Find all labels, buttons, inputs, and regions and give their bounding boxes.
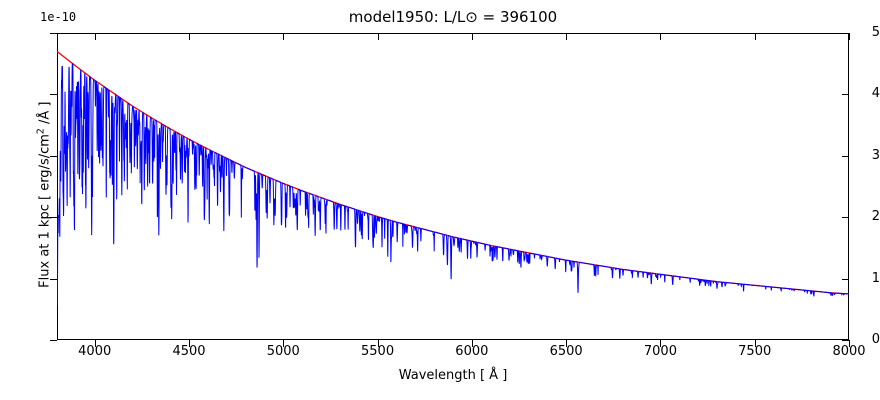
y-tick-mark [842, 278, 849, 280]
y-tick-mark [50, 217, 57, 219]
x-tick-mark [754, 33, 756, 40]
x-tick-mark [660, 33, 662, 40]
y-tick-mark [842, 217, 849, 219]
y-tick-label: 4 [871, 86, 880, 102]
y-tick-mark [842, 155, 849, 157]
y-tick-label: 5 [871, 25, 880, 40]
plot-lines [57, 50, 849, 306]
axes-frame [57, 33, 849, 340]
y-axis-label-exponent: 2 [35, 128, 47, 135]
x-tick-label: 7500 [738, 344, 772, 359]
x-tick-label: 5000 [266, 344, 300, 359]
y-tick-label: 1 [871, 270, 880, 286]
y-axis-offset-text: 1e-10 [40, 10, 77, 24]
y-tick-mark [842, 94, 849, 96]
y-axis-label-prefix: Flux at 1 kpc [ erg/s/cm [37, 134, 53, 288]
x-tick-mark [94, 340, 96, 347]
x-tick-mark [377, 340, 379, 347]
y-tick-label: 0 [871, 332, 880, 347]
x-tick-label: 5500 [361, 344, 395, 359]
spectrum-line [57, 62, 849, 306]
x-tick-mark [377, 33, 379, 40]
x-tick-mark [471, 33, 473, 40]
x-tick-mark [94, 33, 96, 40]
x-axis-label: Wavelength [ Å ] [398, 368, 508, 383]
plot-title: model1950: L/L⊙ = 396100 [348, 8, 558, 26]
y-tick-mark [50, 340, 57, 341]
x-tick-label: 4500 [172, 344, 206, 359]
y-tick-mark [50, 278, 57, 280]
y-tick-mark [50, 155, 57, 157]
x-tick-mark [849, 340, 850, 347]
x-tick-mark [471, 340, 473, 347]
x-tick-label: 4000 [78, 344, 112, 359]
x-tick-mark [566, 340, 568, 347]
x-tick-mark [849, 33, 850, 40]
x-tick-mark [566, 33, 568, 40]
x-tick-label: 8000 [832, 344, 866, 359]
continuum-line [57, 50, 849, 295]
y-tick-mark [50, 94, 57, 96]
y-tick-mark [842, 33, 849, 34]
y-tick-mark [50, 33, 57, 34]
y-tick-label: 2 [871, 209, 880, 225]
y-tick-mark [842, 340, 849, 341]
x-tick-mark [283, 33, 285, 40]
x-tick-mark [754, 340, 756, 347]
x-tick-mark [660, 340, 662, 347]
x-tick-mark [283, 340, 285, 347]
x-tick-label: 6000 [455, 344, 489, 359]
x-tick-mark [189, 33, 190, 40]
x-tick-label: 7000 [643, 344, 677, 359]
x-tick-label: 6500 [549, 344, 583, 359]
y-tick-label: 3 [871, 147, 880, 163]
x-tick-mark [189, 340, 190, 347]
y-axis-label-suffix: /Å ] [37, 101, 53, 129]
y-axis-label: Flux at 1 kpc [ erg/s/cm2 /Å ] [35, 55, 52, 335]
